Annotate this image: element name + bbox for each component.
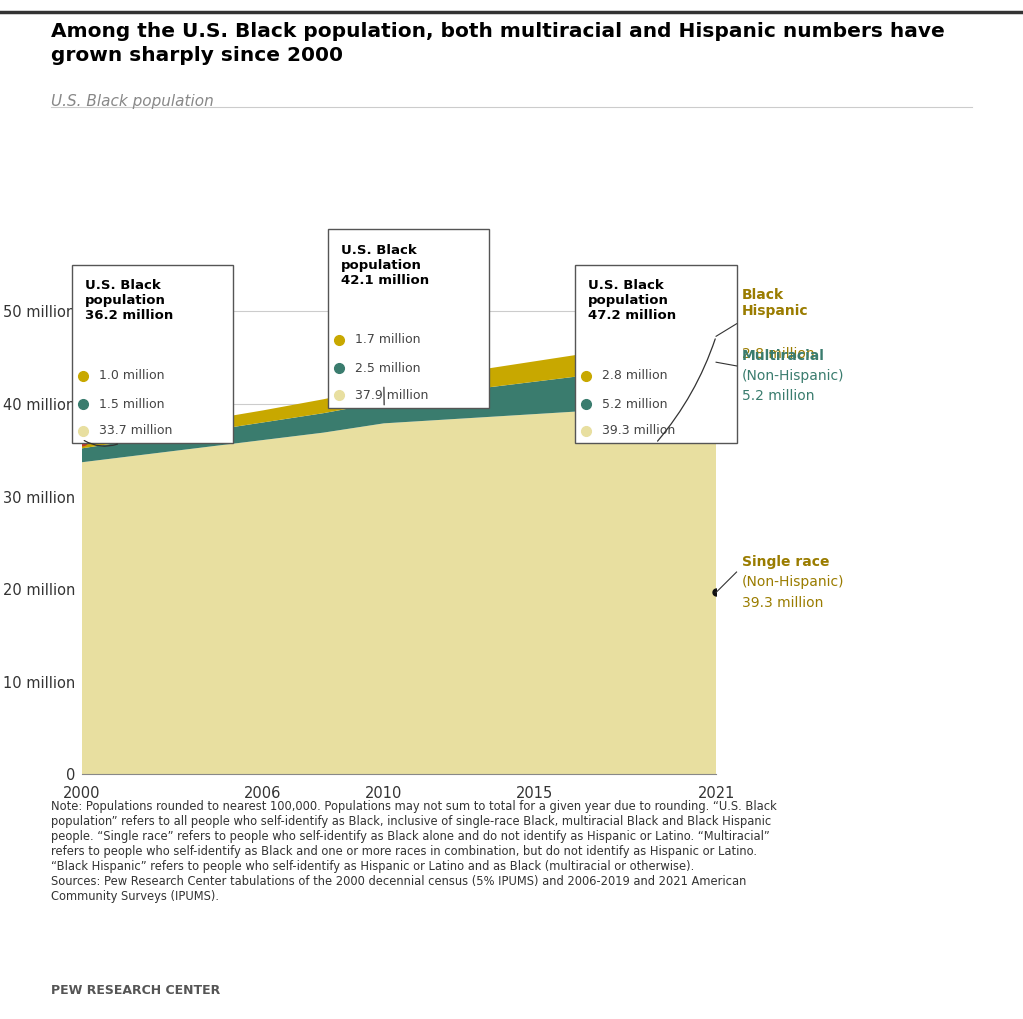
Text: Among the U.S. Black population, both multiracial and Hispanic numbers have
grow: Among the U.S. Black population, both mu… (51, 22, 945, 65)
Text: U.S. Black population: U.S. Black population (51, 94, 214, 109)
Text: 2.8 million: 2.8 million (742, 347, 814, 362)
Text: 39.3 million: 39.3 million (603, 424, 675, 437)
Text: 37.9 million: 37.9 million (355, 388, 429, 401)
Text: Multiracial: Multiracial (742, 348, 825, 363)
Text: 2.5 million: 2.5 million (355, 362, 420, 375)
Text: 1.7 million: 1.7 million (355, 333, 420, 346)
FancyBboxPatch shape (327, 229, 489, 408)
FancyBboxPatch shape (575, 265, 737, 443)
Text: Single race: Single race (742, 554, 830, 569)
Text: 1.0 million: 1.0 million (99, 369, 165, 382)
FancyBboxPatch shape (72, 265, 233, 443)
Text: Black
Hispanic: Black Hispanic (742, 288, 808, 319)
Text: Note: Populations rounded to nearest 100,000. Populations may not sum to total f: Note: Populations rounded to nearest 100… (51, 800, 776, 903)
Text: PEW RESEARCH CENTER: PEW RESEARCH CENTER (51, 983, 220, 997)
Text: (Non-Hispanic): (Non-Hispanic) (742, 369, 844, 383)
Text: 39.3 million: 39.3 million (742, 595, 824, 609)
Text: 33.7 million: 33.7 million (99, 424, 173, 437)
Text: U.S. Black
population
42.1 million: U.S. Black population 42.1 million (341, 244, 429, 286)
Text: 5.2 million: 5.2 million (603, 397, 668, 411)
Text: 2.8 million: 2.8 million (603, 369, 668, 382)
Text: 1.5 million: 1.5 million (99, 397, 165, 411)
Text: U.S. Black
population
36.2 million: U.S. Black population 36.2 million (85, 279, 173, 322)
Text: 5.2 million: 5.2 million (742, 389, 814, 404)
Text: U.S. Black
population
47.2 million: U.S. Black population 47.2 million (588, 279, 676, 322)
Text: (Non-Hispanic): (Non-Hispanic) (742, 575, 844, 589)
